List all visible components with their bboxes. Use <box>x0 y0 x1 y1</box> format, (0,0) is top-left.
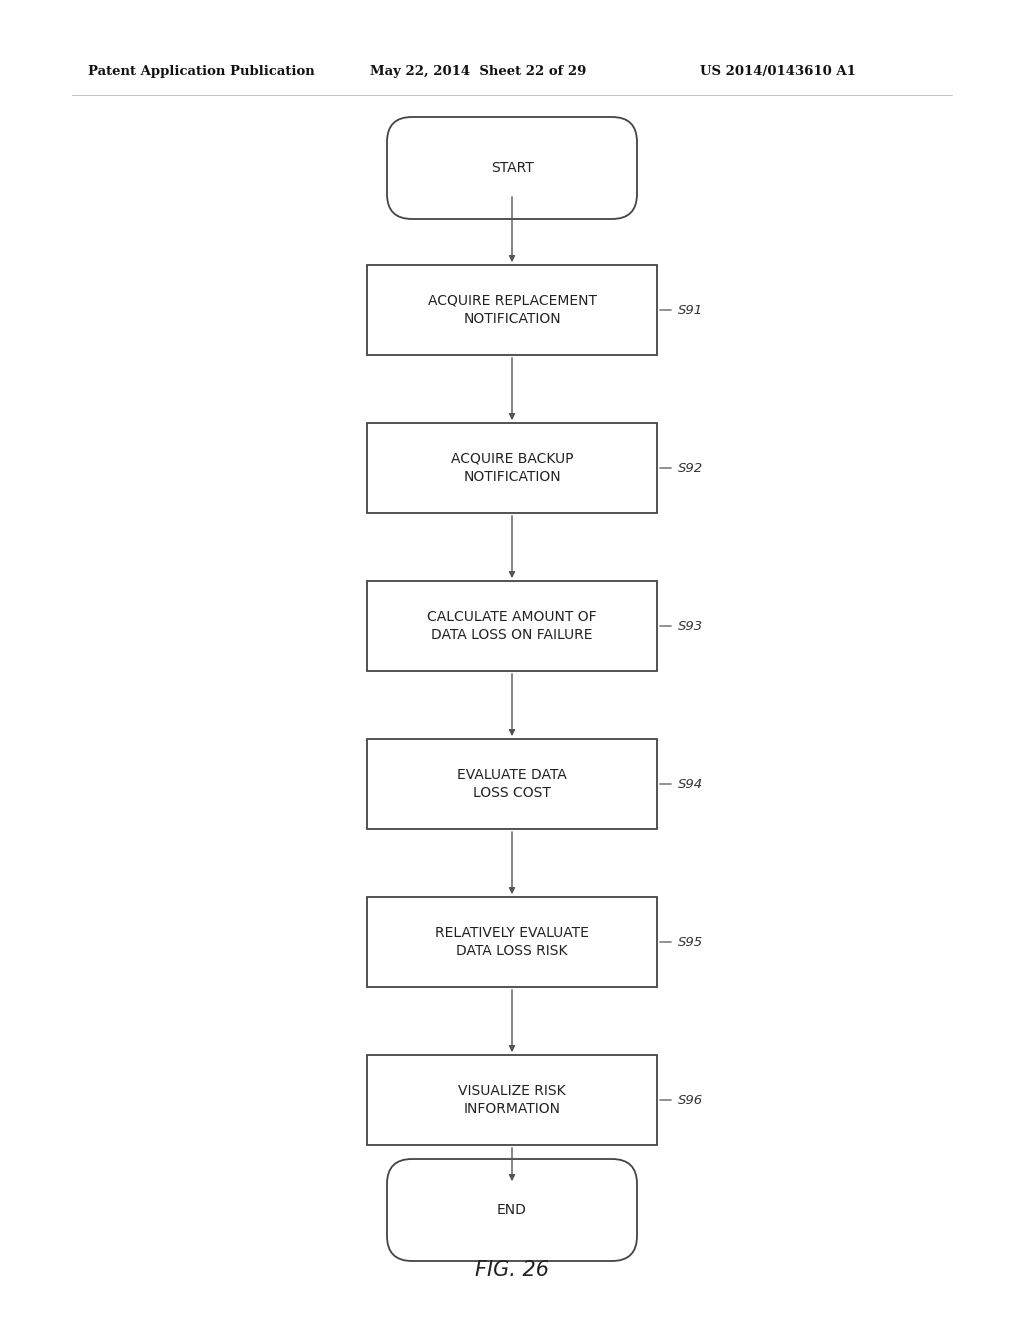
Text: FIG. 26: FIG. 26 <box>475 1261 549 1280</box>
Bar <box>367 898 657 987</box>
Text: S95: S95 <box>678 936 703 949</box>
Bar <box>367 1055 657 1144</box>
FancyBboxPatch shape <box>387 117 637 219</box>
Text: ACQUIRE BACKUP
NOTIFICATION: ACQUIRE BACKUP NOTIFICATION <box>451 451 573 484</box>
Bar <box>367 422 657 513</box>
Text: US 2014/0143610 A1: US 2014/0143610 A1 <box>700 66 856 78</box>
FancyBboxPatch shape <box>387 1159 637 1261</box>
Text: ACQUIRE REPLACEMENT
NOTIFICATION: ACQUIRE REPLACEMENT NOTIFICATION <box>427 294 597 326</box>
Text: EVALUATE DATA
LOSS COST: EVALUATE DATA LOSS COST <box>457 768 567 800</box>
Text: RELATIVELY EVALUATE
DATA LOSS RISK: RELATIVELY EVALUATE DATA LOSS RISK <box>435 925 589 958</box>
Text: END: END <box>497 1203 527 1217</box>
Text: S93: S93 <box>678 619 703 632</box>
Bar <box>367 265 657 355</box>
Text: S96: S96 <box>678 1093 703 1106</box>
Text: S92: S92 <box>678 462 703 474</box>
Text: CALCULATE AMOUNT OF
DATA LOSS ON FAILURE: CALCULATE AMOUNT OF DATA LOSS ON FAILURE <box>427 610 597 643</box>
Text: S94: S94 <box>678 777 703 791</box>
Text: May 22, 2014  Sheet 22 of 29: May 22, 2014 Sheet 22 of 29 <box>370 66 587 78</box>
Text: VISUALIZE RISK
INFORMATION: VISUALIZE RISK INFORMATION <box>458 1084 566 1117</box>
Bar <box>367 739 657 829</box>
Text: START: START <box>490 161 534 176</box>
Text: Patent Application Publication: Patent Application Publication <box>88 66 314 78</box>
Text: S91: S91 <box>678 304 703 317</box>
Bar <box>367 581 657 671</box>
